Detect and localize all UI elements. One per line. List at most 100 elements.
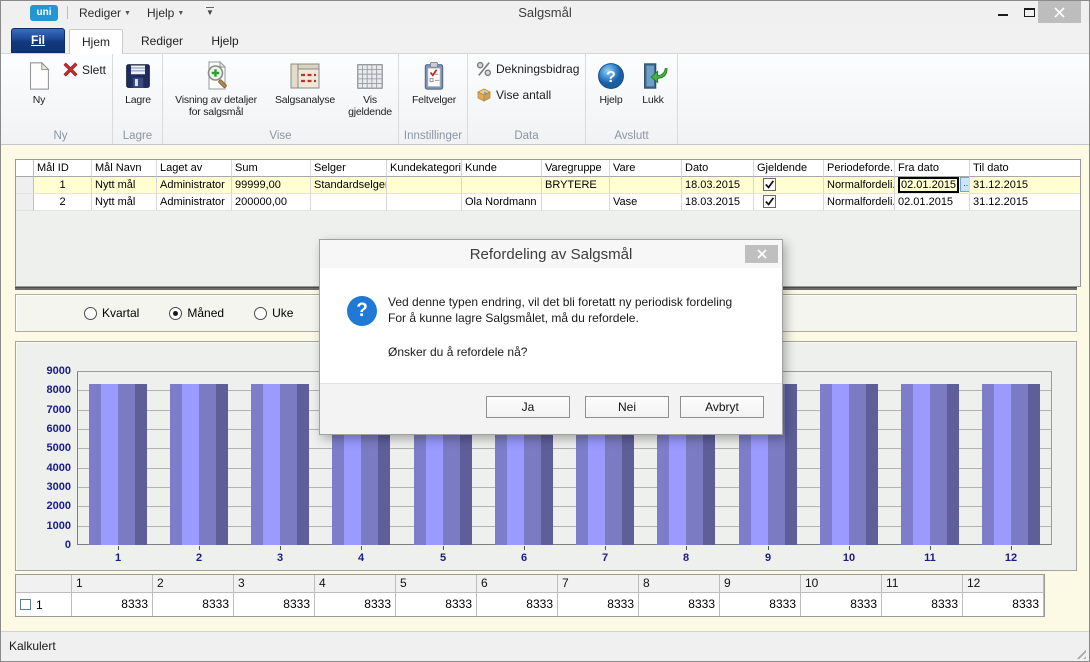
date-cell-focused[interactable]: 02.01.2015 (898, 177, 959, 193)
grid-col-header-fra_dato[interactable]: Fra dato (895, 160, 970, 177)
grid-col-header-laget_av[interactable]: Laget av (157, 160, 232, 177)
y-axis-label: 3000 (29, 481, 71, 493)
bottom-table-col-header[interactable]: 11 (882, 575, 963, 593)
grid-col-header-selger[interactable]: Selger (311, 160, 387, 177)
bottom-table-value-cell[interactable]: 8333 (639, 593, 720, 616)
tab-rediger[interactable]: Rediger (127, 29, 197, 54)
radio-kvartal[interactable]: Kvartal (84, 306, 139, 320)
close-button[interactable] (1038, 1, 1081, 23)
dialog-close-button[interactable] (745, 245, 778, 263)
y-axis-label: 8000 (29, 384, 71, 396)
show-current-grid-icon (343, 58, 397, 94)
maximize-icon (1024, 8, 1035, 17)
bottom-table-value-cell[interactable]: 8333 (963, 593, 1044, 616)
close-icon (757, 249, 767, 259)
grid-col-header-gjeldende[interactable]: Gjeldende (754, 160, 824, 177)
bottom-table-col-header[interactable]: 10 (801, 575, 882, 593)
bottom-table-value-cell[interactable]: 8333 (396, 593, 477, 616)
bottom-table-value-cell[interactable]: 8333 (801, 593, 882, 616)
grid-col-header-kundekategori[interactable]: Kundekategori (387, 160, 462, 177)
bottom-table-value-cell[interactable]: 8333 (234, 593, 315, 616)
svg-text:?: ? (606, 69, 616, 86)
grid-row[interactable]: 2Nytt målAdministrator200000,00Ola Nordm… (16, 194, 1080, 211)
ribbon-group-avslutt: ? Hjelp Lukk Avslutt (586, 54, 678, 144)
bottom-table-value-cell[interactable]: 8333 (153, 593, 234, 616)
lukk-button[interactable]: Lukk (632, 58, 674, 106)
bottom-table-value-cell[interactable]: 8333 (720, 593, 801, 616)
resize-grip-icon[interactable] (1073, 646, 1086, 659)
bottom-table-col-header[interactable]: 2 (153, 575, 234, 593)
bottom-table-col-header[interactable]: 4 (315, 575, 396, 593)
bottom-table-value-cell[interactable]: 8333 (477, 593, 558, 616)
radio-circle-icon (254, 307, 267, 320)
grid-col-header-mal_navn[interactable]: Mål Navn (92, 160, 157, 177)
status-text: Kalkulert (9, 639, 56, 653)
grid-col-header-kunde[interactable]: Kunde (462, 160, 542, 177)
bottom-table-value-cell[interactable]: 8333 (558, 593, 639, 616)
ribbon-group-ny: Ny Slett Ny (9, 54, 113, 144)
grid-cell-fra_dato[interactable]: 02.01.2015... (895, 177, 970, 194)
grid-col-header-vare[interactable]: Vare (610, 160, 682, 177)
tab-hjelp[interactable]: Hjelp (197, 29, 253, 54)
bottom-table-value-cell[interactable]: 8333 (72, 593, 153, 616)
y-axis-label: 2000 (29, 500, 71, 512)
vis-gjeldende-button[interactable]: Visgjeldende (343, 58, 397, 118)
bottom-table-data-row[interactable]: 1833383338333833383338333833383338333833… (16, 593, 1044, 616)
tab-fil[interactable]: Fil (11, 28, 65, 53)
x-axis-label: 12 (996, 552, 1026, 564)
bottom-table-row-header[interactable]: 1 (16, 593, 72, 616)
grid-cell-selger (311, 194, 387, 211)
visning-av-detaljer-button[interactable]: Visning av detaljerfor salgsmål (165, 58, 267, 118)
bottom-table-corner-cell (16, 575, 72, 593)
minimize-button[interactable] (991, 1, 1015, 23)
bottom-table-col-header[interactable]: 6 (477, 575, 558, 593)
date-picker-button[interactable]: ... (960, 177, 970, 192)
grid-col-header-mal_id[interactable]: Mål ID (34, 160, 92, 177)
vise-antall-button[interactable]: Vise antall (476, 87, 551, 103)
ny-button[interactable]: Ny (17, 58, 61, 106)
dekningsbidrag-button[interactable]: Dekningsbidrag (476, 61, 579, 77)
checkbox-checked[interactable] (763, 195, 776, 208)
grid-col-header-dato[interactable]: Dato (682, 160, 754, 177)
bottom-table-col-header[interactable]: 1 (72, 575, 153, 593)
grid-col-header-til_dato[interactable]: Til dato (970, 160, 1081, 177)
grid-cell-mal_navn: Nytt mål (92, 194, 157, 211)
radio-uke[interactable]: Uke (254, 306, 293, 320)
menu-hjelp[interactable]: Hjelp▼ (147, 5, 184, 22)
bottom-table-col-header[interactable]: 7 (558, 575, 639, 593)
quantity-box-icon (476, 87, 492, 103)
radio-måned[interactable]: Måned (169, 306, 224, 320)
grid-col-header-sum[interactable]: Sum (232, 160, 311, 177)
x-axis-tick (930, 546, 931, 550)
nei-button[interactable]: Nei (585, 396, 669, 418)
grid-col-header-periodefordeling[interactable]: Periodeforde... (824, 160, 895, 177)
y-axis-label: 4000 (29, 462, 71, 474)
x-axis-label: 9 (753, 552, 783, 564)
slett-button[interactable]: Slett (63, 62, 106, 77)
checkbox-checked[interactable] (763, 178, 776, 191)
ja-button[interactable]: Ja (486, 396, 570, 418)
grid-row[interactable]: 1Nytt målAdministrator99999,00Standardse… (16, 177, 1080, 194)
tab-hjem[interactable]: Hjem (69, 29, 123, 54)
x-axis-label: 2 (184, 552, 214, 564)
lagre-button[interactable]: Lagre (116, 58, 160, 106)
feltvelger-button[interactable]: Feltvelger (405, 58, 463, 106)
menu-rediger[interactable]: Rediger▼ (79, 5, 131, 22)
hjelp-button[interactable]: ? Hjelp (590, 58, 632, 106)
bottom-table-col-header[interactable]: 3 (234, 575, 315, 593)
grid-cell-til_dato: 31.12.2015 (970, 194, 1081, 211)
chart-bar (901, 384, 959, 545)
salgsanalyse-button[interactable]: Salgsanalyse (267, 58, 343, 106)
bottom-table-col-header[interactable]: 12 (963, 575, 1044, 593)
grid-col-header-varegruppe[interactable]: Varegruppe (542, 160, 610, 177)
bottom-table-value-cell[interactable]: 8333 (882, 593, 963, 616)
checkbox-unchecked-icon[interactable] (20, 599, 31, 610)
y-axis-label: 1000 (29, 520, 71, 532)
grid-cell-dato: 18.03.2015 (682, 194, 754, 211)
bottom-table-col-header[interactable]: 8 (639, 575, 720, 593)
bottom-table-value-cell[interactable]: 8333 (315, 593, 396, 616)
avbryt-button[interactable]: Avbryt (680, 396, 764, 418)
bottom-table-col-header[interactable]: 5 (396, 575, 477, 593)
check-icon (764, 196, 775, 207)
bottom-table-col-header[interactable]: 9 (720, 575, 801, 593)
